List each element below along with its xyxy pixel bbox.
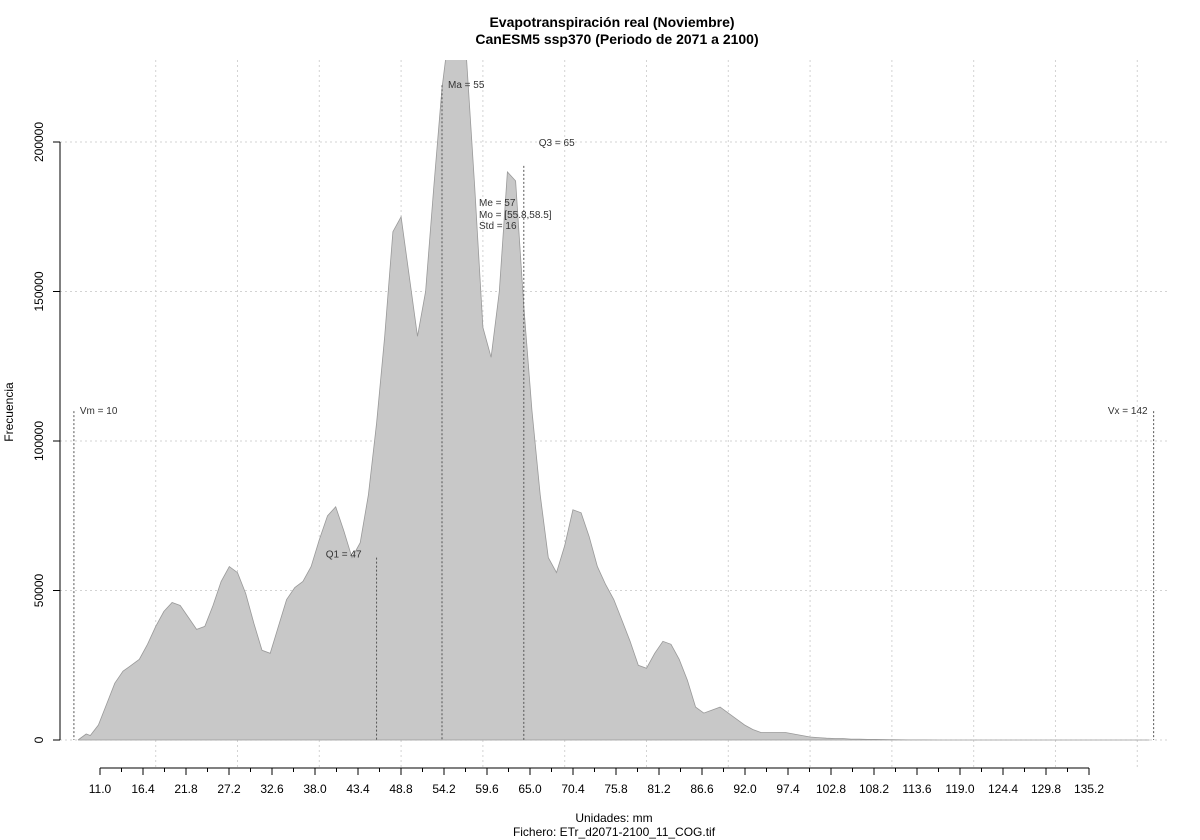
reference-lines: Vm = 10 Q1 = 47 Ma = 55 Q3 = 65 Vx = 142 xyxy=(73,80,1155,740)
x-tick-label: 70.4 xyxy=(561,782,585,796)
x-tick-label: 124.4 xyxy=(988,782,1018,796)
x-tick-label: 102.8 xyxy=(816,782,846,796)
x-tick-label: 38.0 xyxy=(303,782,327,796)
x-tick-label: 48.8 xyxy=(389,782,413,796)
x-tick-label: 16.4 xyxy=(131,782,155,796)
x-tick-label: 43.4 xyxy=(346,782,370,796)
y-tick-label: 100000 xyxy=(32,421,46,461)
x-axis-label: Unidades: mm xyxy=(575,811,652,825)
chart-subtitle: CanESM5 ssp370 (Periodo de 2071 a 2100) xyxy=(475,31,758,47)
x-tick-label: 32.6 xyxy=(260,782,284,796)
x-tick-label: 129.8 xyxy=(1031,782,1061,796)
x-tick-label: 27.2 xyxy=(217,782,241,796)
median-label: Me = 57 xyxy=(479,198,516,209)
stats-annotation: Me = 57 Mo = [55.8,58.5] Std = 16 xyxy=(479,198,552,232)
x-tick-label: 92.0 xyxy=(733,782,757,796)
x-axis: 11.0 16.4 21.8 27.2 32.6 38.0 43.4 48.8 54.2 59.6… xyxy=(89,767,1104,796)
mode-label: Mo = [55.8,58.5] xyxy=(479,210,552,221)
ref-line-label: Ma = 55 xyxy=(448,80,485,91)
ref-line-label: Q3 = 65 xyxy=(539,138,575,149)
std-label: Std = 16 xyxy=(479,221,517,232)
y-tick-label: 50000 xyxy=(32,573,46,607)
frequency-area xyxy=(77,60,1150,741)
ref-line-label: Vm = 10 xyxy=(80,406,118,417)
y-tick-label: 200000 xyxy=(32,122,46,162)
x-tick-label: 59.6 xyxy=(475,782,499,796)
x-tick-label: 97.4 xyxy=(776,782,800,796)
x-tick-label: 119.0 xyxy=(945,782,974,796)
x-tick-label: 113.6 xyxy=(902,782,931,796)
x-tick-label: 54.2 xyxy=(432,782,456,796)
y-axis: 0 50000 100000 150000 200000 xyxy=(32,122,61,743)
x-tick-label: 75.8 xyxy=(604,782,628,796)
x-tick-label: 86.6 xyxy=(690,782,714,796)
file-footer: Fichero: ETr_d2071-2100_11_COG.tif xyxy=(513,825,716,839)
ref-line-label: Q1 = 47 xyxy=(326,550,362,561)
x-tick-label: 21.8 xyxy=(174,782,198,796)
y-tick-label: 0 xyxy=(32,736,46,743)
x-tick-label: 11.0 xyxy=(89,782,112,796)
x-tick-label: 135.2 xyxy=(1074,782,1104,796)
x-tick-label: 65.0 xyxy=(518,782,542,796)
x-tick-label: 81.2 xyxy=(647,782,671,796)
ref-line-label: Vx = 142 xyxy=(1108,406,1148,417)
chart-title: Evapotranspiración real (Noviembre) xyxy=(489,14,734,30)
y-tick-label: 150000 xyxy=(32,271,46,311)
y-axis-label: Frecuencia xyxy=(2,382,16,442)
x-tick-label: 108.2 xyxy=(859,782,889,796)
